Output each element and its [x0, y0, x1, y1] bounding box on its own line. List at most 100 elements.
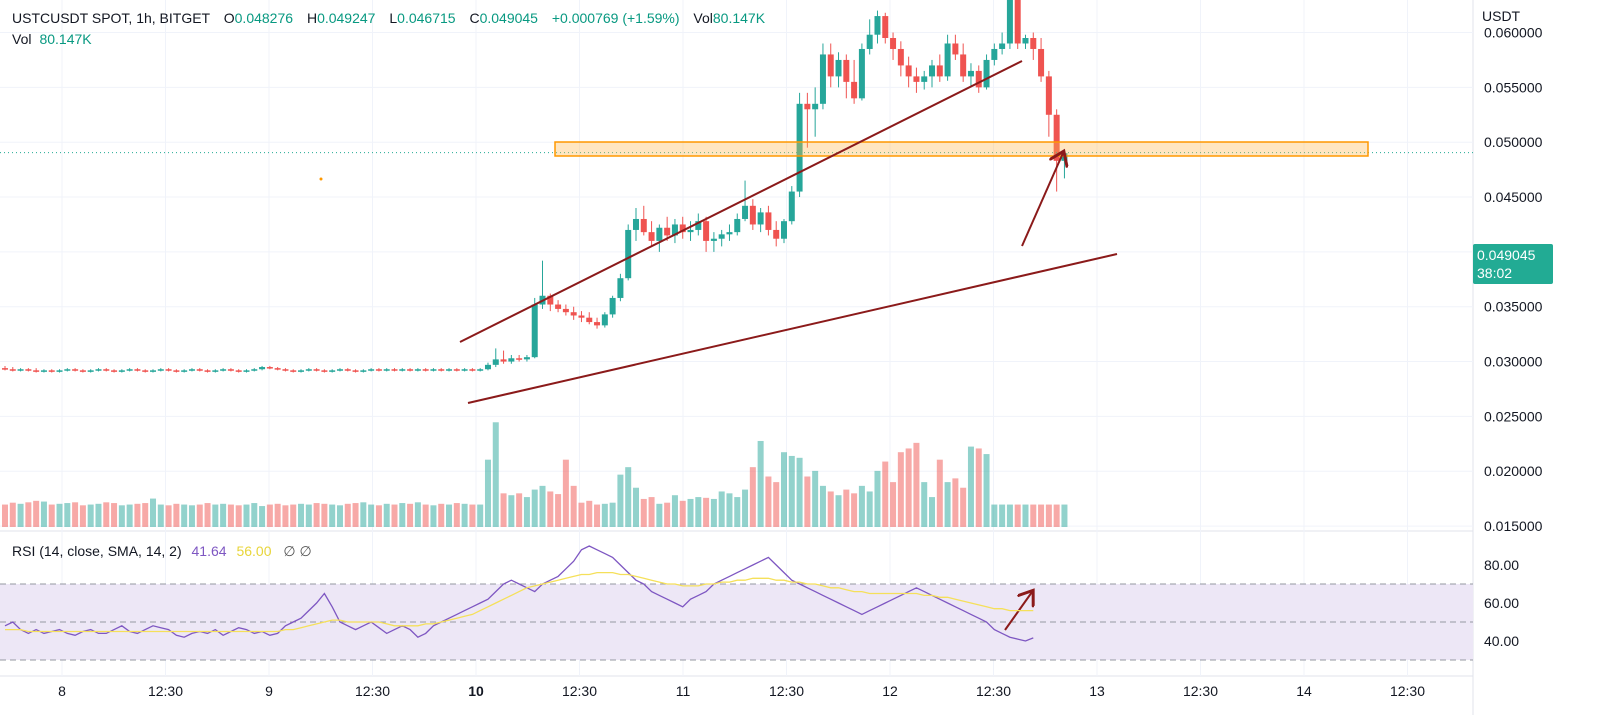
volume-bar — [72, 502, 79, 527]
candle — [383, 369, 390, 371]
volume-bar — [897, 452, 904, 527]
volume-bar — [1061, 504, 1068, 527]
candle — [368, 369, 375, 371]
candle — [703, 221, 710, 241]
candle — [196, 369, 203, 371]
candle — [422, 369, 429, 371]
volume-legend[interactable]: Vol 80.147K — [12, 31, 92, 47]
time-tick-label: 12 — [882, 683, 898, 699]
volume-bar — [578, 502, 585, 527]
price-unit: USDT — [1482, 8, 1521, 24]
volume-bar — [960, 487, 967, 527]
volume-bar — [1022, 504, 1029, 527]
volume-bar — [477, 504, 484, 527]
candle — [111, 370, 118, 372]
candle — [407, 369, 414, 371]
volume-bar — [251, 503, 258, 527]
candle — [1053, 114, 1060, 161]
candle — [453, 369, 460, 371]
candle — [399, 369, 406, 371]
candle — [1006, 0, 1013, 44]
candle — [570, 312, 577, 316]
candle — [477, 369, 484, 371]
volume-bar — [17, 503, 24, 527]
volume-bar — [531, 489, 538, 527]
volume-bar — [235, 505, 242, 527]
volume-bar — [95, 503, 102, 527]
volume-legend-label: Vol — [12, 31, 32, 47]
time-tick-label: 10 — [468, 683, 484, 699]
projection-arrow — [1021, 153, 1063, 247]
volume-bar — [368, 504, 375, 527]
open-value: 0.048276 — [234, 10, 294, 26]
volume-bar — [625, 467, 632, 527]
candle — [165, 369, 172, 371]
low-value: 0.046715 — [397, 10, 456, 26]
volume-bar — [695, 497, 702, 527]
price-tick-label: 0.025000 — [1484, 408, 1543, 424]
candle — [500, 359, 507, 362]
candle — [819, 54, 826, 104]
candle — [40, 370, 47, 372]
time-tick-label: 12:30 — [976, 683, 1011, 699]
candle — [484, 364, 491, 370]
volume-bar — [944, 482, 951, 527]
volume-bar — [874, 470, 881, 527]
volume-bar — [632, 487, 639, 527]
candle — [858, 48, 865, 99]
volume-bar — [188, 505, 195, 527]
candle — [851, 81, 858, 99]
rsi-legend[interactable]: RSI (14, close, SMA, 14, 2) 41.64 56.00 … — [12, 543, 312, 560]
candle — [999, 43, 1006, 49]
volume-bar — [734, 497, 741, 527]
volume-bar — [430, 505, 437, 527]
candle — [617, 278, 624, 298]
volume-bar — [508, 495, 515, 527]
candle — [305, 369, 312, 371]
candles — [2, 0, 1068, 373]
volume-bar — [726, 493, 733, 527]
candle — [687, 229, 694, 233]
candle — [679, 224, 686, 233]
candle — [788, 191, 795, 222]
candle — [516, 358, 523, 360]
time-tick-label: 12:30 — [1183, 683, 1218, 699]
symbol-label[interactable]: USTCUSDT SPOT, 1h, BITGET — [12, 10, 210, 26]
volume-bar — [204, 503, 211, 527]
candle — [251, 369, 258, 371]
candle — [212, 370, 219, 372]
time-tick-label: 13 — [1089, 683, 1105, 699]
upper-trendline — [459, 60, 1023, 343]
candle — [897, 48, 904, 66]
vol-key: Vol — [693, 10, 713, 26]
price-tick-label: 0.055000 — [1484, 79, 1543, 95]
volume-bar — [48, 504, 55, 527]
candle — [461, 369, 468, 371]
candle — [259, 367, 266, 370]
volume-bar — [266, 504, 273, 527]
volume-bar — [181, 504, 188, 527]
volume-bar — [305, 504, 312, 527]
candle — [243, 370, 250, 372]
candle — [430, 369, 437, 371]
candle — [671, 224, 678, 236]
candle — [905, 65, 912, 77]
candle — [360, 370, 367, 372]
volume-bar — [648, 497, 655, 527]
volume-bar — [196, 504, 203, 527]
volume-bar — [788, 455, 795, 527]
rsi-sma-legend-value: 56.00 — [236, 543, 272, 559]
candle — [523, 357, 530, 360]
candle — [773, 229, 780, 239]
volume-bar — [9, 502, 16, 527]
volume-bar — [594, 504, 601, 527]
volume-bar — [765, 476, 772, 527]
candle — [391, 369, 398, 371]
volume-bar — [313, 503, 320, 527]
volume-bar — [492, 422, 499, 527]
candle — [95, 369, 102, 371]
volume-bar — [882, 461, 889, 527]
volume-bar — [718, 491, 725, 527]
price-tick-label: 0.015000 — [1484, 518, 1543, 534]
